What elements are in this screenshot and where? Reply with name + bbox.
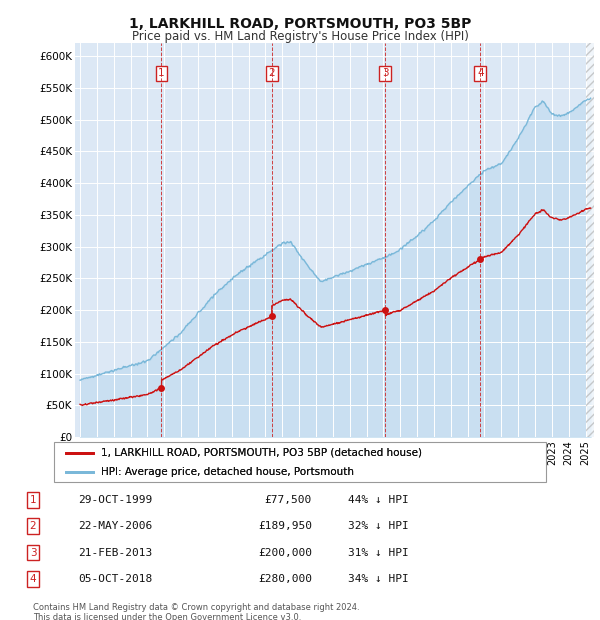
Text: 2: 2 (29, 521, 37, 531)
Text: HPI: Average price, detached house, Portsmouth: HPI: Average price, detached house, Port… (101, 467, 354, 477)
Text: 1, LARKHILL ROAD, PORTSMOUTH, PO3 5BP (detached house): 1, LARKHILL ROAD, PORTSMOUTH, PO3 5BP (d… (101, 448, 422, 458)
Text: 32% ↓ HPI: 32% ↓ HPI (348, 521, 409, 531)
Text: 1, LARKHILL ROAD, PORTSMOUTH, PO3 5BP (detached house): 1, LARKHILL ROAD, PORTSMOUTH, PO3 5BP (d… (101, 448, 422, 458)
Text: 1: 1 (29, 495, 37, 505)
Text: 1: 1 (158, 68, 165, 78)
Text: 31% ↓ HPI: 31% ↓ HPI (348, 547, 409, 557)
Text: 34% ↓ HPI: 34% ↓ HPI (348, 574, 409, 584)
Text: 22-MAY-2006: 22-MAY-2006 (78, 521, 152, 531)
Text: This data is licensed under the Open Government Licence v3.0.: This data is licensed under the Open Gov… (33, 613, 301, 620)
Text: 1, LARKHILL ROAD, PORTSMOUTH, PO3 5BP: 1, LARKHILL ROAD, PORTSMOUTH, PO3 5BP (129, 17, 471, 32)
Text: 3: 3 (382, 68, 389, 78)
Text: £189,950: £189,950 (258, 521, 312, 531)
Text: 05-OCT-2018: 05-OCT-2018 (78, 574, 152, 584)
Text: £200,000: £200,000 (258, 547, 312, 557)
Text: £77,500: £77,500 (265, 495, 312, 505)
Text: HPI: Average price, detached house, Portsmouth: HPI: Average price, detached house, Port… (101, 467, 354, 477)
Text: £280,000: £280,000 (258, 574, 312, 584)
Text: Contains HM Land Registry data © Crown copyright and database right 2024.: Contains HM Land Registry data © Crown c… (33, 603, 359, 612)
Text: 3: 3 (29, 547, 37, 557)
Text: 29-OCT-1999: 29-OCT-1999 (78, 495, 152, 505)
Text: 4: 4 (477, 68, 484, 78)
Text: 4: 4 (29, 574, 37, 584)
Text: 44% ↓ HPI: 44% ↓ HPI (348, 495, 409, 505)
Text: 2: 2 (269, 68, 275, 78)
Text: 21-FEB-2013: 21-FEB-2013 (78, 547, 152, 557)
Text: Price paid vs. HM Land Registry's House Price Index (HPI): Price paid vs. HM Land Registry's House … (131, 30, 469, 43)
